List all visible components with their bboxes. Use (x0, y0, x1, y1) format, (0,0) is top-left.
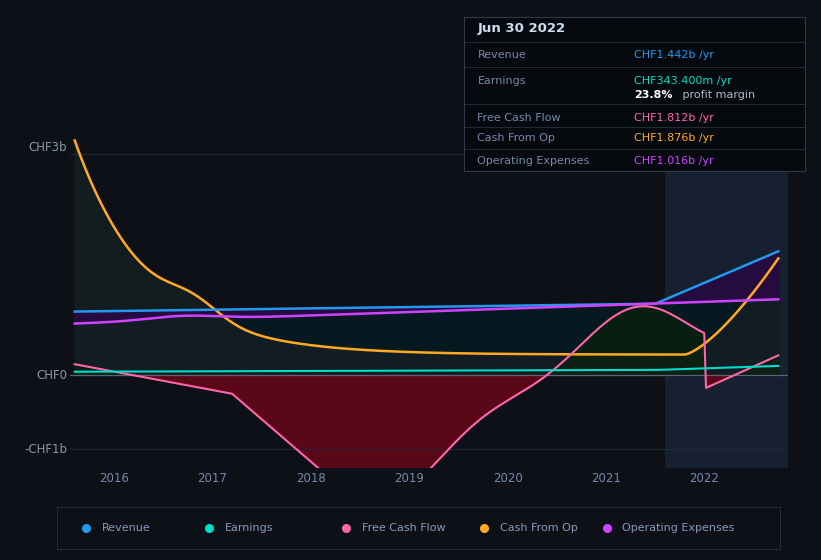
Text: CHF1.442b /yr: CHF1.442b /yr (635, 49, 714, 59)
Text: CHF3b: CHF3b (29, 141, 67, 154)
Text: Cash From Op: Cash From Op (478, 133, 555, 143)
Text: CHF0: CHF0 (36, 369, 67, 382)
Text: CHF1.876b /yr: CHF1.876b /yr (635, 133, 714, 143)
Text: Free Cash Flow: Free Cash Flow (478, 113, 561, 123)
Text: CHF1.812b /yr: CHF1.812b /yr (635, 113, 714, 123)
Text: Operating Expenses: Operating Expenses (622, 523, 735, 533)
Text: Earnings: Earnings (225, 523, 273, 533)
Text: profit margin: profit margin (678, 90, 754, 100)
Text: Revenue: Revenue (478, 49, 526, 59)
Text: Free Cash Flow: Free Cash Flow (362, 523, 446, 533)
Text: Operating Expenses: Operating Expenses (478, 156, 589, 166)
Text: Jun 30 2022: Jun 30 2022 (478, 22, 566, 35)
Text: 23.8%: 23.8% (635, 90, 672, 100)
Text: Cash From Op: Cash From Op (500, 523, 577, 533)
Text: Revenue: Revenue (103, 523, 151, 533)
Bar (665, 132, 788, 468)
Text: CHF343.400m /yr: CHF343.400m /yr (635, 76, 732, 86)
Text: Earnings: Earnings (478, 76, 526, 86)
Text: -CHF1b: -CHF1b (25, 442, 67, 456)
Text: CHF1.016b /yr: CHF1.016b /yr (635, 156, 713, 166)
